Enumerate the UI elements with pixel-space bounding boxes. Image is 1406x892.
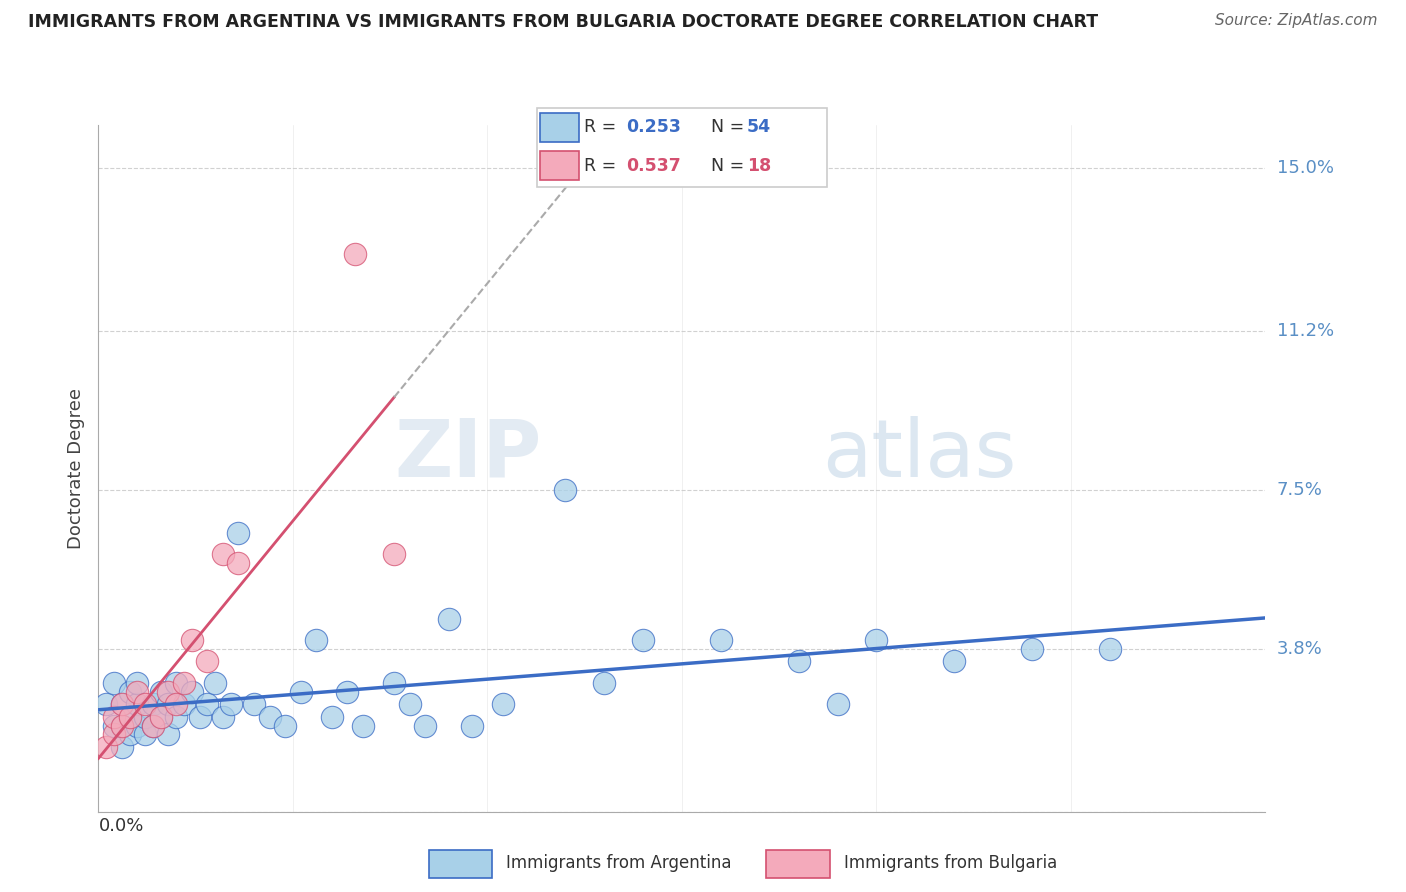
Point [336,684,359,698]
Point [413,719,436,733]
Point [111,719,134,733]
Point [492,698,515,712]
Text: 54: 54 [747,118,770,136]
Point [149,710,172,724]
Point [631,633,654,648]
Point [96,698,118,712]
Point [827,698,849,712]
FancyBboxPatch shape [540,112,579,142]
Text: Source: ZipAtlas.com: Source: ZipAtlas.com [1215,13,1378,29]
Text: IMMIGRANTS FROM ARGENTINA VS IMMIGRANTS FROM BULGARIA DOCTORATE DEGREE CORRELATI: IMMIGRANTS FROM ARGENTINA VS IMMIGRANTS … [28,13,1098,31]
Point [157,698,180,712]
Point [173,698,195,712]
Point [142,698,165,712]
Point [127,676,149,690]
Point [103,710,125,724]
Point [157,684,180,698]
Point [382,547,405,561]
Point [305,633,328,648]
Point [321,710,343,724]
Point [188,710,211,724]
Point [352,719,374,733]
Point [111,698,134,712]
Y-axis label: Doctorate Degree: Doctorate Degree [66,388,84,549]
Point [127,684,149,698]
Point [142,719,165,733]
Point [554,483,576,497]
Point [195,698,218,712]
Point [127,698,149,712]
Text: N =: N = [711,157,751,175]
Point [243,698,266,712]
Point [180,633,202,648]
Text: 7.5%: 7.5% [1277,481,1323,499]
Point [103,676,125,690]
Point [118,727,141,741]
Point [212,547,235,561]
Point [943,655,966,669]
FancyBboxPatch shape [766,850,830,879]
Point [111,698,134,712]
Point [1021,641,1043,656]
Point [165,698,187,712]
Point [165,676,187,690]
Point [344,246,367,260]
Text: R =: R = [585,118,623,136]
FancyBboxPatch shape [540,151,579,180]
Point [173,676,195,690]
Point [204,676,226,690]
Text: 3.8%: 3.8% [1277,640,1322,657]
Point [111,719,134,733]
Point [149,684,172,698]
Point [212,710,235,724]
Point [865,633,887,648]
Point [593,676,616,690]
Point [103,727,125,741]
Point [228,525,250,540]
Point [96,740,118,755]
Point [437,611,460,625]
Point [134,727,156,741]
Point [118,710,141,724]
Point [118,684,141,698]
Point [118,710,141,724]
Text: R =: R = [585,157,623,175]
Point [461,719,484,733]
Point [382,676,405,690]
Point [398,698,420,712]
Text: 0.537: 0.537 [626,157,681,175]
Point [1098,641,1121,656]
Point [195,655,218,669]
Text: Immigrants from Argentina: Immigrants from Argentina [506,854,731,872]
Text: 0.0%: 0.0% [98,817,143,835]
Point [290,684,312,698]
Text: 0.253: 0.253 [626,118,681,136]
Text: 15.0%: 15.0% [1277,159,1333,177]
Point [219,698,242,712]
Text: atlas: atlas [823,416,1017,493]
Point [228,556,250,570]
Point [127,719,149,733]
Point [787,655,810,669]
Text: ZIP: ZIP [395,416,541,493]
Text: N =: N = [711,118,751,136]
Text: 11.2%: 11.2% [1277,322,1334,340]
Text: 18: 18 [747,157,770,175]
Point [134,710,156,724]
Point [165,710,187,724]
FancyBboxPatch shape [537,108,827,186]
Point [274,719,297,733]
Point [142,719,165,733]
Point [103,719,125,733]
Point [149,710,172,724]
Point [259,710,281,724]
Point [157,727,180,741]
Text: Immigrants from Bulgaria: Immigrants from Bulgaria [844,854,1057,872]
Point [111,740,134,755]
Point [180,684,202,698]
Point [134,698,156,712]
FancyBboxPatch shape [429,850,492,879]
Point [710,633,733,648]
